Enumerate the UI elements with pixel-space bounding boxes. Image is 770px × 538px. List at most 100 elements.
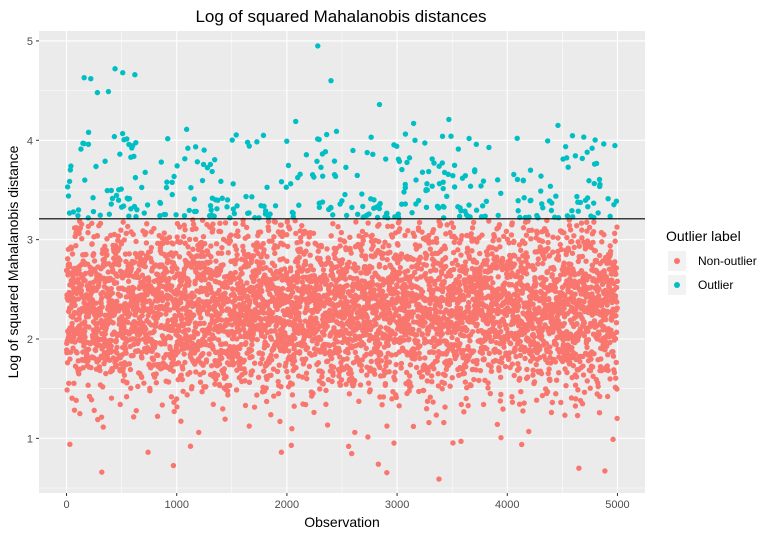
non-outlier-point (581, 320, 587, 326)
non-outlier-point (133, 238, 139, 245)
non-outlier-point (108, 349, 114, 355)
non-outlier-point (72, 302, 78, 309)
non-outlier-point (473, 259, 480, 266)
non-outlier-point (458, 252, 464, 258)
non-outlier-point (370, 243, 376, 249)
non-outlier-point (143, 326, 149, 332)
non-outlier-point (373, 321, 379, 327)
non-outlier-point (571, 233, 577, 239)
non-outlier-point (573, 222, 580, 229)
non-outlier-point (599, 239, 605, 245)
non-outlier-point (323, 387, 329, 394)
non-outlier-point (404, 268, 411, 274)
non-outlier-point (491, 234, 498, 240)
non-outlier-point (185, 327, 192, 333)
non-outlier-point (555, 257, 562, 263)
non-outlier-point (156, 361, 162, 368)
non-outlier-point (201, 320, 207, 326)
non-outlier-point (144, 221, 150, 227)
non-outlier-point (97, 367, 103, 374)
non-outlier-point (580, 363, 586, 369)
non-outlier-point (518, 274, 525, 281)
non-outlier-point (84, 351, 90, 357)
non-outlier-point (430, 399, 436, 405)
non-outlier-point (570, 362, 577, 369)
non-outlier-point (153, 380, 160, 386)
non-outlier-point (289, 289, 296, 296)
non-outlier-point (120, 219, 126, 225)
non-outlier-point (176, 224, 183, 230)
non-outlier-point (76, 230, 82, 237)
non-outlier-point (296, 349, 303, 355)
non-outlier-point (249, 342, 255, 348)
non-outlier-point (114, 273, 120, 279)
non-outlier-point (159, 402, 165, 408)
non-outlier-point (113, 280, 120, 286)
non-outlier-point (382, 380, 389, 387)
non-outlier-point (391, 440, 397, 446)
non-outlier-point (264, 302, 271, 309)
non-outlier-point (471, 376, 477, 383)
non-outlier-point (341, 238, 348, 245)
non-outlier-point (122, 346, 129, 352)
non-outlier-point (545, 245, 551, 252)
non-outlier-point (203, 357, 210, 363)
non-outlier-point (179, 376, 186, 383)
non-outlier-point (311, 409, 317, 416)
non-outlier-point (447, 360, 454, 366)
non-outlier-point (283, 270, 290, 276)
non-outlier-point (533, 361, 539, 368)
non-outlier-point (494, 421, 501, 428)
non-outlier-point (348, 370, 354, 376)
non-outlier-point (376, 341, 383, 347)
non-outlier-point (123, 394, 130, 400)
non-outlier-point (67, 263, 73, 270)
non-outlier-point (573, 374, 580, 380)
non-outlier-point (498, 391, 504, 398)
non-outlier-point (225, 296, 232, 303)
non-outlier-point (549, 399, 556, 406)
non-outlier-point (552, 359, 559, 365)
non-outlier-point (73, 243, 79, 249)
non-outlier-point (167, 335, 174, 341)
non-outlier-point (234, 367, 240, 373)
non-outlier-point (213, 376, 219, 383)
non-outlier-point (368, 358, 375, 365)
non-outlier-point (526, 428, 532, 435)
non-outlier-point (516, 401, 523, 407)
non-outlier-point (177, 299, 184, 306)
non-outlier-point (324, 422, 331, 428)
non-outlier-point (257, 360, 264, 367)
non-outlier-point (330, 372, 336, 378)
non-outlier-point (450, 440, 456, 446)
non-outlier-point (270, 366, 277, 372)
non-outlier-point (338, 229, 345, 236)
non-outlier-point (163, 311, 169, 317)
non-outlier-point (204, 291, 210, 298)
non-outlier-point (428, 373, 435, 379)
non-outlier-point (178, 418, 184, 424)
non-outlier-point (150, 356, 157, 363)
non-outlier-point (191, 293, 197, 299)
non-outlier-point (517, 338, 523, 345)
non-outlier-point (204, 311, 211, 317)
non-outlier-point (433, 239, 440, 246)
non-outlier-point (257, 325, 263, 332)
non-outlier-point (320, 381, 326, 387)
non-outlier-point (139, 250, 145, 257)
non-outlier-point (588, 356, 594, 362)
non-outlier-point (121, 237, 127, 243)
non-outlier-point (363, 232, 369, 238)
non-outlier-point (123, 230, 129, 237)
non-outlier-point (220, 262, 226, 268)
non-outlier-point (157, 311, 164, 318)
non-outlier-point (431, 366, 437, 372)
non-outlier-point (490, 314, 496, 321)
non-outlier-point (284, 306, 291, 312)
non-outlier-point (153, 371, 159, 377)
non-outlier-point (289, 425, 295, 432)
non-outlier-point (260, 260, 266, 266)
non-outlier-point (474, 321, 480, 327)
non-outlier-point (180, 233, 187, 240)
non-outlier-point (175, 349, 181, 355)
